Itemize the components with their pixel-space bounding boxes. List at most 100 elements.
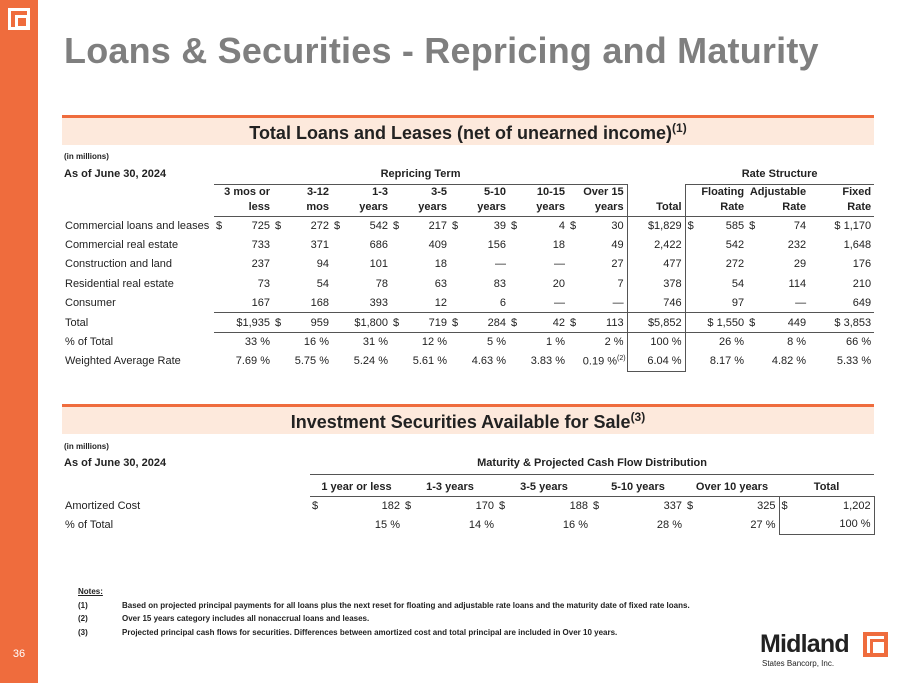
cell-value: 33 % — [244, 336, 270, 349]
table-row: Consumer 167 168 393 12 6 — — 746 97 — 6… — [62, 293, 875, 314]
cell-value: 542 — [369, 219, 388, 232]
cell-value: $ 3,853 — [809, 312, 875, 333]
cell-value: 31 % — [362, 336, 388, 349]
cell-value: 100 % — [778, 515, 875, 535]
col-header — [626, 184, 686, 200]
note-item: (3) Projected principal cash flows for se… — [78, 626, 690, 640]
col-header: Over 10 years — [685, 474, 779, 497]
cell-value: 20 — [552, 277, 565, 290]
cell-value: 7 — [617, 277, 624, 290]
col-header: 3-5 — [431, 185, 447, 198]
cell-value: 167 — [214, 293, 273, 314]
table-row-total: Total $1,935 $959 $1,800 $719 $284 $42 $… — [62, 312, 875, 333]
cell-value: 12 — [391, 293, 450, 314]
cell-value: 176 — [852, 258, 872, 271]
cell-value: $1,935 — [214, 312, 273, 333]
maturity-distribution-header: Maturity & Projected Cash Flow Distribut… — [310, 452, 875, 475]
col-header: 3 mos or — [224, 185, 270, 198]
cell-value: $ 1,170 — [834, 219, 872, 232]
securities-maturity-table: As of June 30, 2024 Maturity & Projected… — [62, 452, 875, 535]
note-text: Over 15 years category includes all nona… — [122, 614, 370, 623]
cell-value: — — [568, 293, 628, 314]
loans-heading-text: Total Loans and Leases (net of unearned … — [249, 123, 673, 143]
cell-value: 66 % — [846, 336, 872, 349]
cell-value: 168 — [273, 293, 332, 314]
midland-brand-logo: Midland States Bancorp, Inc. — [760, 630, 890, 670]
cell-value: — — [747, 293, 810, 314]
table-row: Amortized Cost $182 $170 $188 $337 $325 … — [62, 496, 875, 515]
col-header: years — [450, 200, 509, 217]
cell-value: 27 % — [750, 518, 776, 531]
cell-value: 2,422 — [626, 235, 686, 255]
col-header: 5-10 — [483, 185, 506, 198]
table-row: Commercial loans and leases $725 $272 $5… — [62, 216, 874, 236]
cell-value: 28 % — [656, 518, 682, 531]
cell-value: 649 — [809, 293, 875, 314]
note-text: Projected principal cash flows for secur… — [122, 627, 618, 637]
cell-value: 5 % — [487, 336, 506, 349]
orange-sidebar: 36 — [0, 0, 38, 683]
cell-value: 733 — [251, 239, 270, 252]
note-key: (2) — [78, 614, 88, 623]
cell-value: 49 — [611, 239, 624, 252]
cell-value: 170 — [475, 499, 494, 512]
col-header: Fixed — [842, 185, 872, 198]
cell-value: 217 — [428, 219, 447, 232]
securities-heading-footnote: (3) — [630, 410, 646, 424]
loans-heading-footnote: (1) — [672, 121, 687, 135]
row-label: Total — [65, 316, 89, 329]
note-text: Based on projected principal payments fo… — [122, 600, 690, 610]
cell-value: 4.63 % — [471, 355, 506, 368]
cell-value: 237 — [251, 258, 270, 271]
table-row: Residential real estate 73 54 78 63 83 2… — [62, 274, 874, 294]
cell-value: — — [554, 258, 565, 271]
midland-square-icon — [863, 632, 888, 657]
cell-value: $1,829 — [626, 216, 686, 236]
col-header: 3-12 — [306, 185, 329, 198]
row-label: Amortized Cost — [65, 499, 141, 512]
cell-value: 3.83 % — [530, 355, 565, 368]
cell-value: 272 — [684, 254, 748, 275]
col-header: 5-10 years — [591, 474, 685, 497]
cell-value: 12 % — [421, 336, 447, 349]
note-key: (3) — [78, 627, 88, 637]
page-number: 36 — [12, 648, 26, 660]
cell-value: 188 — [569, 499, 588, 512]
row-label: Construction and land — [65, 258, 173, 271]
cell-value: 83 — [493, 277, 506, 290]
footnote-marker: (2) — [617, 355, 626, 363]
cell-value: 27 — [611, 258, 624, 271]
loans-units-label: (in millions) — [64, 152, 109, 161]
col-header: 1-3 years — [403, 474, 497, 497]
table-row: % of Total 15 % 14 % 16 % 28 % 27 % 100 … — [62, 515, 875, 535]
cell-value: 0.19 % — [582, 355, 618, 368]
cell-value: 14 % — [468, 518, 494, 531]
cell-value: 30 — [611, 219, 624, 232]
cell-value: 746 — [626, 293, 686, 314]
loans-repricing-table: As of June 30, 2024 Repricing Term Rate … — [62, 164, 875, 372]
cell-value: 232 — [787, 239, 807, 252]
notes-section: Notes: (1) Based on projected principal p… — [78, 585, 690, 639]
securities-section-heading: Investment Securities Available for Sale… — [62, 404, 874, 434]
cell-value: 371 — [310, 239, 329, 252]
col-header: years — [568, 200, 628, 217]
securities-heading-text: Investment Securities Available for Sale — [290, 412, 631, 432]
cell-value: — — [495, 258, 506, 271]
cell-value: 210 — [852, 277, 872, 290]
col-header: less — [214, 200, 273, 217]
cell-value: 156 — [487, 239, 506, 252]
col-header: Rate — [809, 200, 875, 217]
cell-value: 337 — [663, 499, 682, 512]
cell-value: 449 — [787, 316, 807, 329]
row-label: Consumer — [65, 297, 116, 310]
note-key: (1) — [78, 600, 88, 610]
cell-value: 5.75 % — [294, 355, 329, 368]
row-label: % of Total — [65, 336, 114, 349]
cell-value: 378 — [626, 274, 686, 294]
cell-value: 686 — [369, 239, 388, 252]
cell-value: 18 — [434, 258, 447, 271]
cell-value: $ 1,550 — [684, 312, 748, 333]
cell-value: 5.61 % — [412, 355, 447, 368]
cell-value: 114 — [788, 277, 807, 290]
cell-value: — — [509, 293, 568, 314]
